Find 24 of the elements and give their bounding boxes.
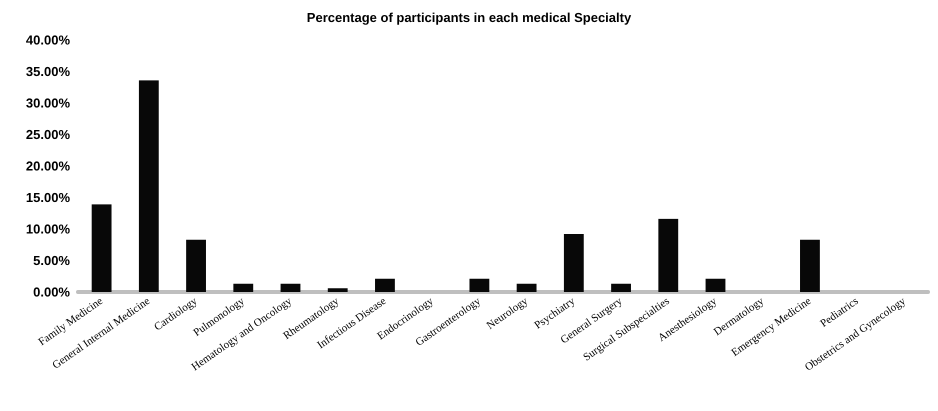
bar xyxy=(611,284,631,292)
bar xyxy=(564,234,584,292)
y-tick-label: 35.00% xyxy=(26,64,70,79)
y-tick-label: 10.00% xyxy=(26,222,70,236)
y-tick-label: 20.00% xyxy=(26,158,70,174)
bar xyxy=(92,204,112,292)
bar xyxy=(138,80,159,292)
bar xyxy=(469,278,490,292)
y-tick-label: 40.00% xyxy=(26,32,70,48)
y-tick-label: 30.00% xyxy=(26,96,70,110)
y-tick-label: 25.00% xyxy=(26,127,70,142)
bar xyxy=(375,278,395,292)
bar xyxy=(800,240,820,292)
bar xyxy=(328,288,348,292)
bar xyxy=(280,284,300,292)
y-tick-label: 0.00% xyxy=(33,284,70,300)
bar xyxy=(706,278,726,292)
y-tick-label: 15.00% xyxy=(26,190,70,205)
bar xyxy=(658,218,678,292)
y-tick-label: 5.00% xyxy=(33,253,70,268)
bar xyxy=(516,284,537,292)
bar xyxy=(186,240,206,292)
bar xyxy=(233,284,254,292)
chart-title: Percentage of participants in each medical Specialty xyxy=(306,10,632,25)
